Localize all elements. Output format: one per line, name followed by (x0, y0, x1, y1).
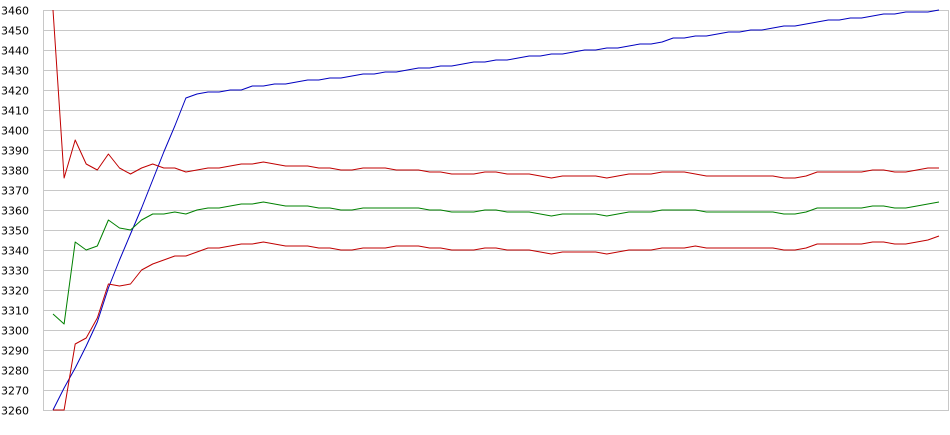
y-tick-label: 3430 (1, 65, 29, 78)
y-tick-label: 3300 (1, 325, 29, 338)
y-tick-label: 3390 (1, 145, 29, 158)
y-tick-label: 3420 (1, 85, 29, 98)
y-tick-label: 3340 (1, 245, 29, 258)
y-tick-label: 3440 (1, 45, 29, 58)
axes (43, 10, 949, 410)
y-tick-label: 3350 (1, 225, 29, 238)
y-tick-labels: 3260 3270 3280 3290 3300 3310 3320 3330 3340 3350… (1, 5, 29, 418)
series-lines (52, 9, 940, 411)
y-tick-label: 3370 (1, 185, 29, 198)
y-tick-label: 3360 (1, 205, 29, 218)
y-tick-label: 3260 (1, 405, 29, 418)
gridlines (43, 10, 949, 411)
y-tick-label: 3320 (1, 285, 29, 298)
series-line-4 (53, 235, 940, 411)
y-tick-label: 3450 (1, 25, 29, 38)
series-line-3 (52, 201, 940, 325)
y-tick-label: 3410 (1, 105, 29, 118)
y-tick-label: 3280 (1, 365, 29, 378)
series-line-1 (52, 9, 940, 411)
series-line-2 (52, 9, 939, 179)
y-tick-label: 3290 (1, 345, 29, 358)
y-tick-label: 3380 (1, 165, 29, 178)
y-tick-label: 3400 (1, 125, 29, 138)
y-tick-label: 3270 (1, 385, 29, 398)
y-tick-label: 3330 (1, 265, 29, 278)
y-tick-label: 3460 (1, 5, 29, 18)
y-tick-label: 3310 (1, 305, 29, 318)
